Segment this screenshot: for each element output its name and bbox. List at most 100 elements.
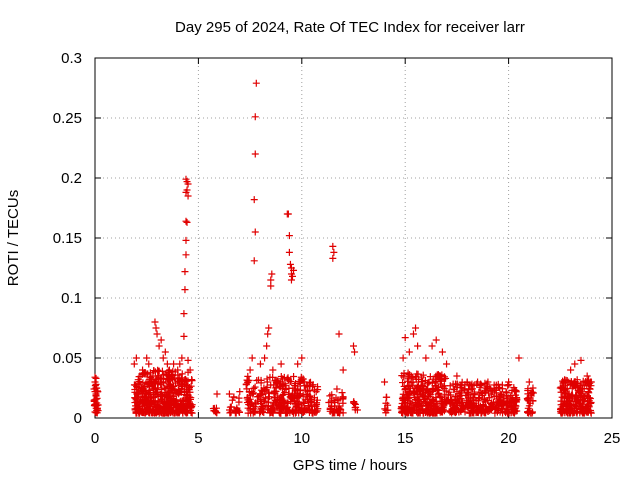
- data-point: [574, 398, 582, 406]
- data-point: [182, 217, 190, 225]
- data-point: [436, 392, 444, 400]
- data-point: [504, 398, 512, 406]
- data-point: [165, 392, 173, 400]
- data-point: [230, 393, 238, 401]
- data-point: [137, 372, 145, 380]
- data-point: [297, 373, 305, 381]
- data-point: [312, 388, 320, 396]
- data-point: [451, 396, 459, 404]
- data-point: [283, 409, 291, 417]
- data-point: [381, 378, 389, 386]
- data-point: [399, 354, 407, 362]
- data-point: [285, 232, 293, 240]
- data-point: [578, 390, 586, 398]
- data-point: [582, 392, 590, 400]
- data-point: [507, 402, 515, 410]
- data-point: [512, 388, 520, 396]
- data-point: [329, 254, 337, 262]
- data-point: [165, 366, 173, 374]
- data-point: [502, 388, 510, 396]
- data-point: [523, 394, 531, 402]
- data-point: [264, 398, 272, 406]
- data-point: [475, 395, 483, 403]
- data-point: [509, 408, 517, 416]
- data-point: [307, 397, 315, 405]
- data-point: [92, 380, 100, 388]
- data-point: [248, 354, 256, 362]
- data-point: [529, 397, 537, 405]
- data-point: [577, 356, 585, 364]
- data-point: [286, 260, 294, 268]
- y-tick-label: 0: [74, 410, 82, 427]
- data-point: [242, 381, 250, 389]
- data-point: [251, 150, 259, 158]
- data-point: [587, 378, 595, 386]
- data-point: [328, 391, 336, 399]
- data-point: [166, 400, 174, 408]
- data-point: [144, 378, 152, 386]
- data-point: [134, 402, 142, 410]
- data-point: [170, 360, 178, 368]
- data-point: [478, 390, 486, 398]
- data-point: [573, 402, 581, 410]
- data-point: [139, 366, 147, 374]
- data-point: [495, 393, 503, 401]
- data-point: [401, 334, 409, 342]
- data-point: [331, 402, 339, 410]
- data-point: [571, 360, 579, 368]
- data-point: [338, 389, 346, 397]
- data-point: [582, 408, 590, 416]
- data-point: [145, 360, 153, 368]
- x-tick-label: 10: [293, 430, 310, 447]
- data-point: [464, 392, 472, 400]
- data-point: [423, 406, 431, 414]
- data-point: [157, 374, 165, 382]
- data-point: [272, 387, 280, 395]
- data-point: [418, 378, 426, 386]
- data-point: [274, 377, 282, 385]
- data-point: [260, 397, 268, 405]
- data-point: [236, 388, 244, 396]
- data-point: [152, 408, 160, 416]
- data-point: [279, 385, 287, 393]
- data-point: [401, 396, 409, 404]
- data-point: [511, 386, 519, 394]
- data-point: [476, 382, 484, 390]
- data-point: [92, 402, 100, 410]
- data-point: [290, 266, 298, 274]
- data-points: [90, 79, 595, 417]
- data-point: [263, 378, 271, 386]
- data-point: [397, 404, 405, 412]
- x-tick-label: 5: [194, 430, 202, 447]
- data-point: [424, 379, 432, 387]
- data-point: [442, 387, 450, 395]
- data-point: [428, 408, 436, 416]
- data-point: [187, 382, 195, 390]
- data-point: [182, 236, 190, 244]
- data-point: [409, 330, 417, 338]
- data-point: [170, 382, 178, 390]
- data-point: [145, 391, 153, 399]
- data-point: [227, 403, 235, 411]
- data-point: [423, 400, 431, 408]
- data-point: [333, 409, 341, 417]
- data-point: [261, 394, 269, 402]
- data-point: [180, 388, 188, 396]
- data-point: [260, 384, 268, 392]
- data-point: [152, 406, 160, 414]
- data-point: [412, 324, 420, 332]
- data-point: [562, 385, 570, 393]
- data-point: [414, 342, 422, 350]
- data-point: [458, 399, 466, 407]
- data-point: [587, 409, 595, 417]
- data-point: [263, 342, 271, 350]
- data-point: [339, 366, 347, 374]
- data-point: [565, 406, 573, 414]
- data-point: [457, 407, 465, 415]
- data-point: [503, 395, 511, 403]
- data-point: [492, 386, 500, 394]
- data-point: [580, 397, 588, 405]
- data-point: [513, 396, 521, 404]
- data-point: [581, 379, 589, 387]
